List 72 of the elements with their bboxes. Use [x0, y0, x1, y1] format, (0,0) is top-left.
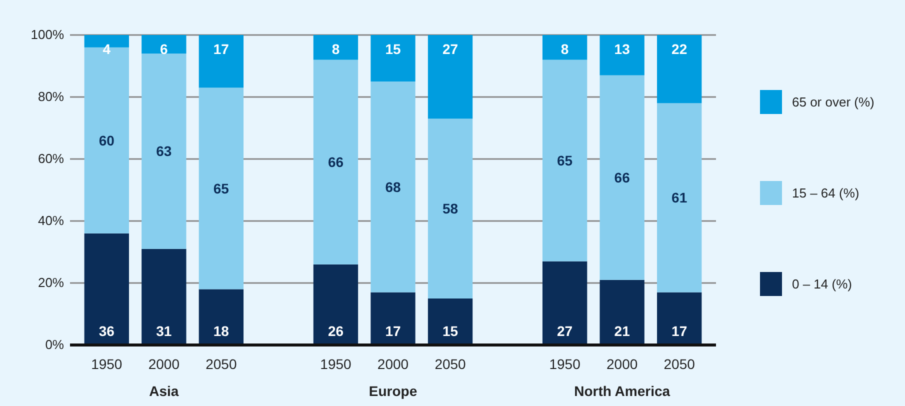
x-tick-label: 1950	[549, 356, 581, 372]
bar	[428, 35, 473, 119]
data-label: 65	[213, 180, 230, 196]
text: Asia	[149, 383, 179, 399]
legend-label: 0 – 14 (%)	[792, 276, 852, 292]
bar	[657, 103, 702, 292]
bar	[428, 118, 473, 298]
data-label: 31	[156, 322, 172, 339]
data-label: 61	[672, 190, 688, 206]
bar	[370, 82, 416, 292]
data-label: 17	[213, 40, 230, 57]
bar	[370, 35, 416, 82]
x-tick-label: 2050	[434, 356, 466, 372]
data-label: 8	[332, 40, 340, 57]
data-label: 27	[442, 40, 458, 57]
x-tick-label: 1950	[320, 356, 352, 372]
bar	[600, 35, 644, 76]
bar	[198, 289, 244, 345]
data-label: 17	[385, 322, 401, 339]
data-label: 65	[557, 152, 573, 168]
data-label: 63	[156, 143, 172, 160]
bar	[542, 261, 588, 345]
data-label: 15	[385, 40, 401, 57]
x-tick-label: 2000	[148, 356, 180, 372]
x-tick-label: 2050	[206, 356, 237, 372]
data-label: 68	[385, 178, 401, 195]
data-label: 18	[213, 322, 230, 339]
data-label: 8	[560, 40, 569, 57]
data-label: 6	[160, 40, 168, 57]
bar	[198, 88, 244, 290]
bar	[370, 292, 416, 345]
bar	[313, 35, 358, 60]
x-tick-label: 2000	[377, 356, 409, 372]
y-tick-label: 40%	[38, 213, 64, 228]
bar	[428, 298, 473, 345]
bar	[142, 248, 186, 345]
data-label: 26	[328, 322, 344, 339]
x-tick-label: 1950	[91, 356, 122, 372]
y-tick-label: 20%	[38, 275, 64, 290]
data-label: 60	[98, 132, 115, 148]
bar	[657, 35, 702, 104]
bar	[542, 35, 588, 60]
bar	[313, 60, 358, 264]
text: North America	[574, 383, 670, 399]
data-label: 58	[442, 200, 458, 216]
data-label: 21	[614, 322, 630, 339]
y-tick-label: 80%	[38, 89, 64, 104]
data-label: 13	[614, 40, 630, 57]
data-label: 22	[672, 40, 688, 57]
bar	[313, 264, 358, 345]
data-label: 27	[557, 322, 573, 339]
bar	[198, 35, 244, 88]
bar	[600, 280, 644, 345]
bar	[84, 233, 129, 345]
x-tick-label: 2050	[664, 356, 696, 372]
x-tick-label: 2000	[606, 356, 638, 372]
bar	[142, 35, 186, 54]
y-tick-label: 100%	[30, 27, 64, 42]
text: Europe	[368, 383, 418, 399]
bar	[542, 60, 588, 262]
data-label: 36	[98, 322, 115, 339]
bar	[600, 75, 644, 280]
y-tick-label: 0%	[45, 337, 64, 352]
data-label: 17	[672, 322, 688, 339]
data-label: 66	[614, 170, 630, 186]
data-label: 66	[328, 154, 344, 170]
bar	[657, 292, 702, 345]
data-label: 15	[442, 322, 458, 339]
legend-label: 15 – 64 (%)	[792, 186, 860, 201]
legend-label: 65 or over (%)	[792, 94, 874, 110]
y-tick-label: 60%	[38, 151, 64, 166]
bar	[142, 54, 186, 249]
